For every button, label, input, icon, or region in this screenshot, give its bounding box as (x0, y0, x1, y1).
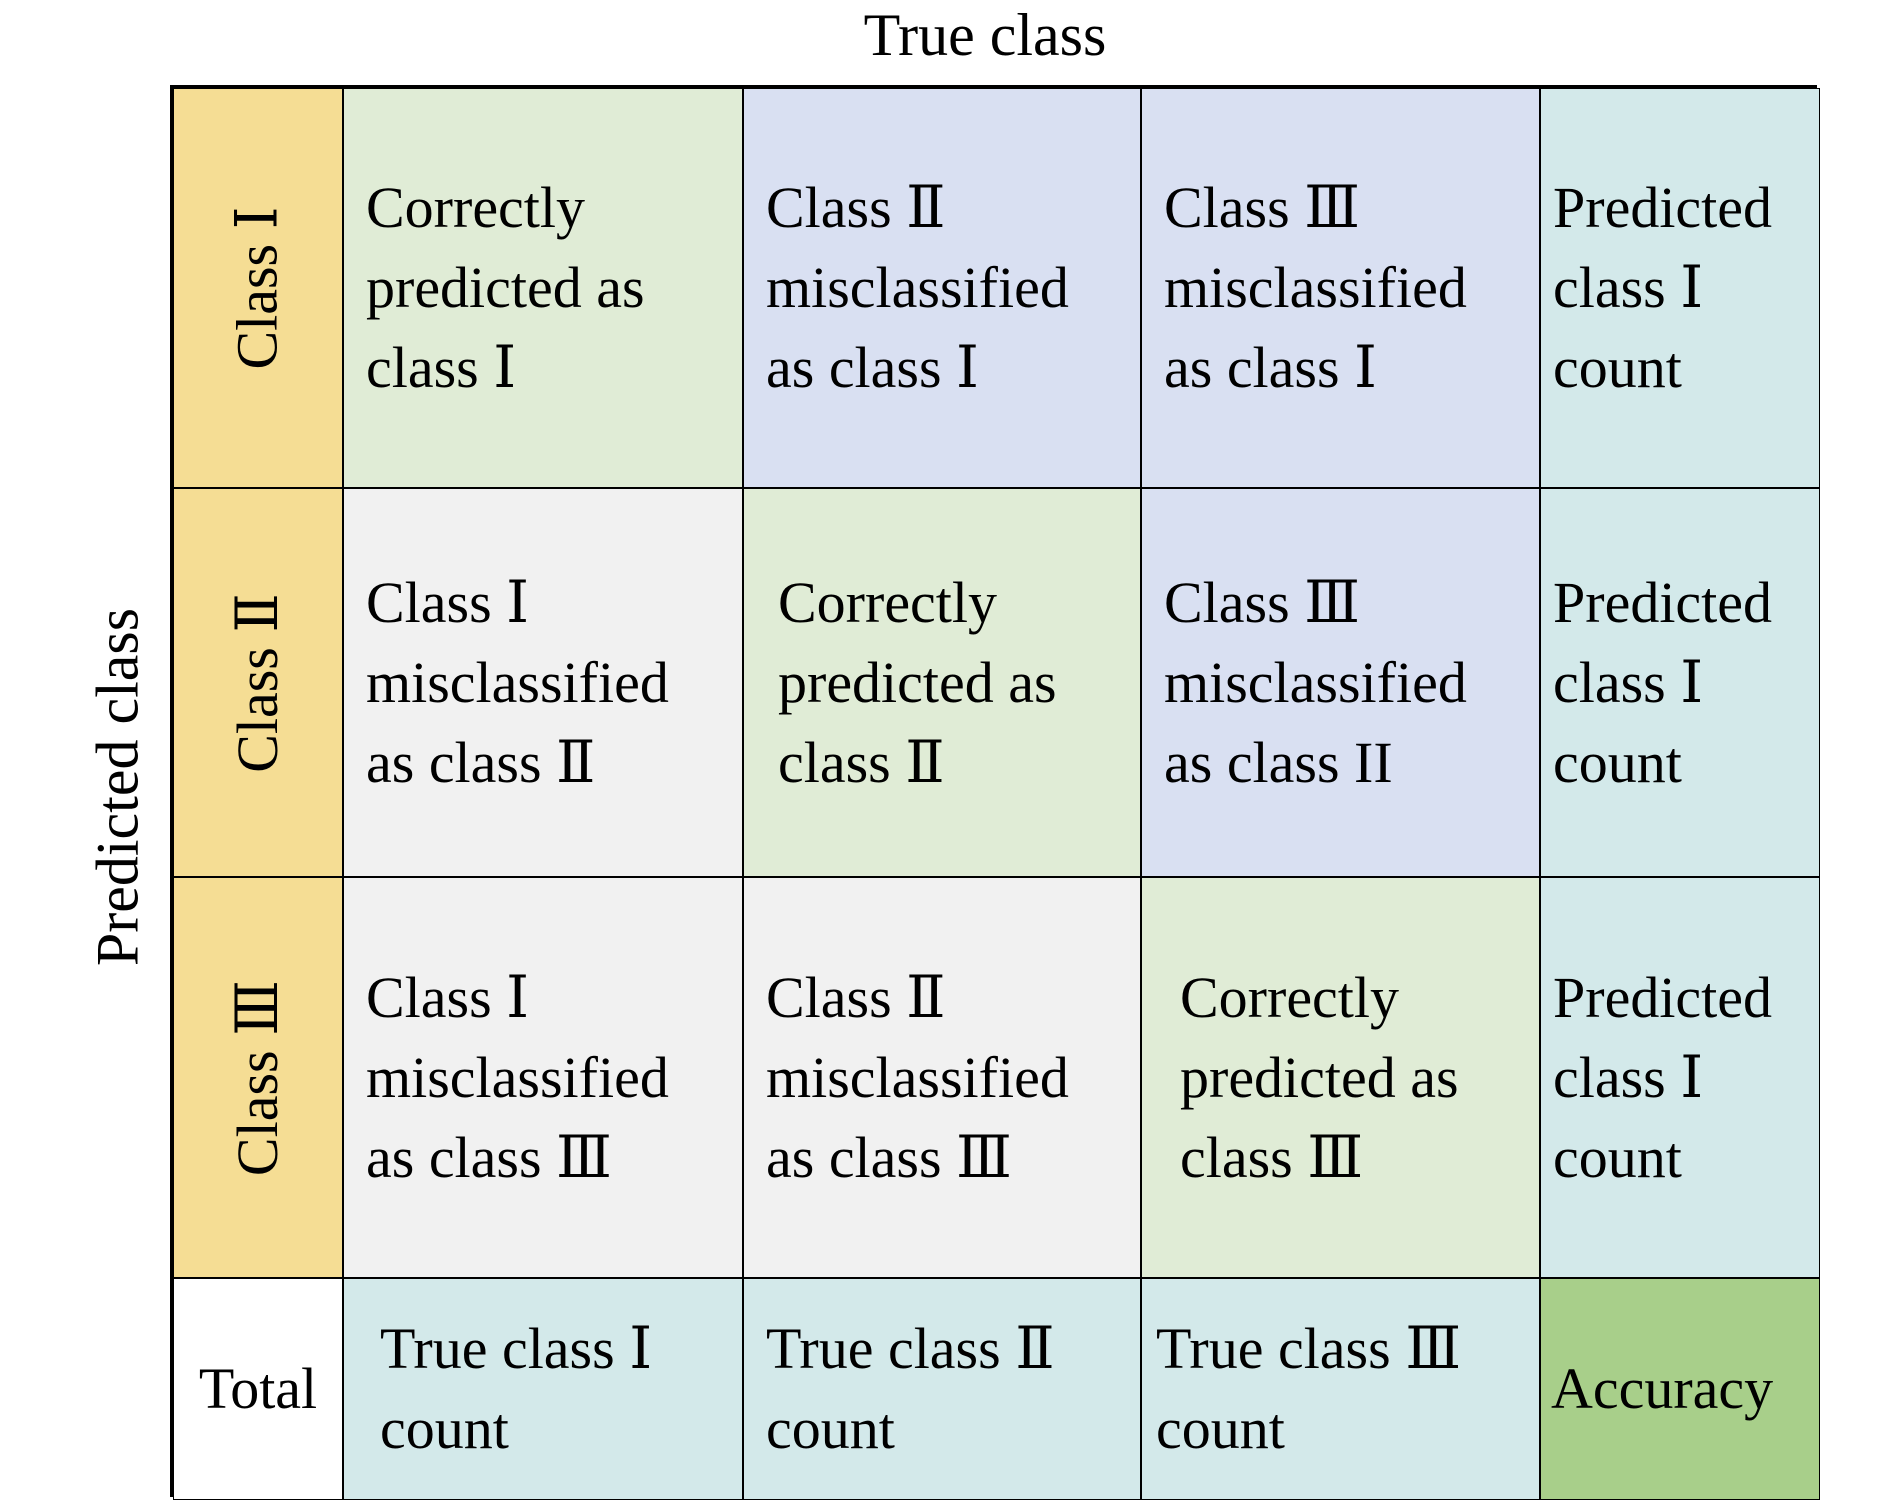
cell-true-count-2: True class Ⅱ count (743, 1278, 1141, 1500)
cell-true-count-3: True class Ⅲ count (1141, 1278, 1540, 1500)
cell-2-as-1: Class Ⅱ misclassified as class Ⅰ (743, 88, 1141, 488)
cell-correct-1: Correctly predicted as class Ⅰ (343, 88, 743, 488)
row-label-total: Total (173, 1278, 343, 1500)
cell-predicted-count-2: Predicted class Ⅰ count (1540, 488, 1820, 877)
cell-3-as-1: Class Ⅲ misclassified as class Ⅰ (1141, 88, 1540, 488)
row-label-class-1: Class Ⅰ (173, 88, 343, 488)
predicted-class-label: Predicted class (84, 607, 151, 967)
cell-accuracy: Accuracy (1540, 1278, 1820, 1500)
cell-predicted-count-1: Predicted class Ⅰ count (1540, 88, 1820, 488)
cell-correct-3: Correctly predicted as class Ⅲ (1141, 877, 1540, 1278)
true-class-title: True class (863, 2, 1107, 68)
cell-predicted-count-3: Predicted class Ⅰ count (1540, 877, 1820, 1278)
cell-3-as-2: Class Ⅲ misclassified as class II (1141, 488, 1540, 877)
row-label-class-2: Class Ⅱ (173, 488, 343, 877)
cell-correct-2: Correctly predicted as class Ⅱ (743, 488, 1141, 877)
cell-true-count-1: True class Ⅰ count (343, 1278, 743, 1500)
cell-2-as-3: Class Ⅱ misclassified as class Ⅲ (743, 877, 1141, 1278)
cell-1-as-2: Class Ⅰ misclassified as class Ⅱ (343, 488, 743, 877)
cell-1-as-3: Class Ⅰ misclassified as class Ⅲ (343, 877, 743, 1278)
row-label-class-3: Class Ⅲ (173, 877, 343, 1278)
confusion-matrix: Class Ⅰ Correctly predicted as class Ⅰ C… (170, 85, 1820, 1500)
